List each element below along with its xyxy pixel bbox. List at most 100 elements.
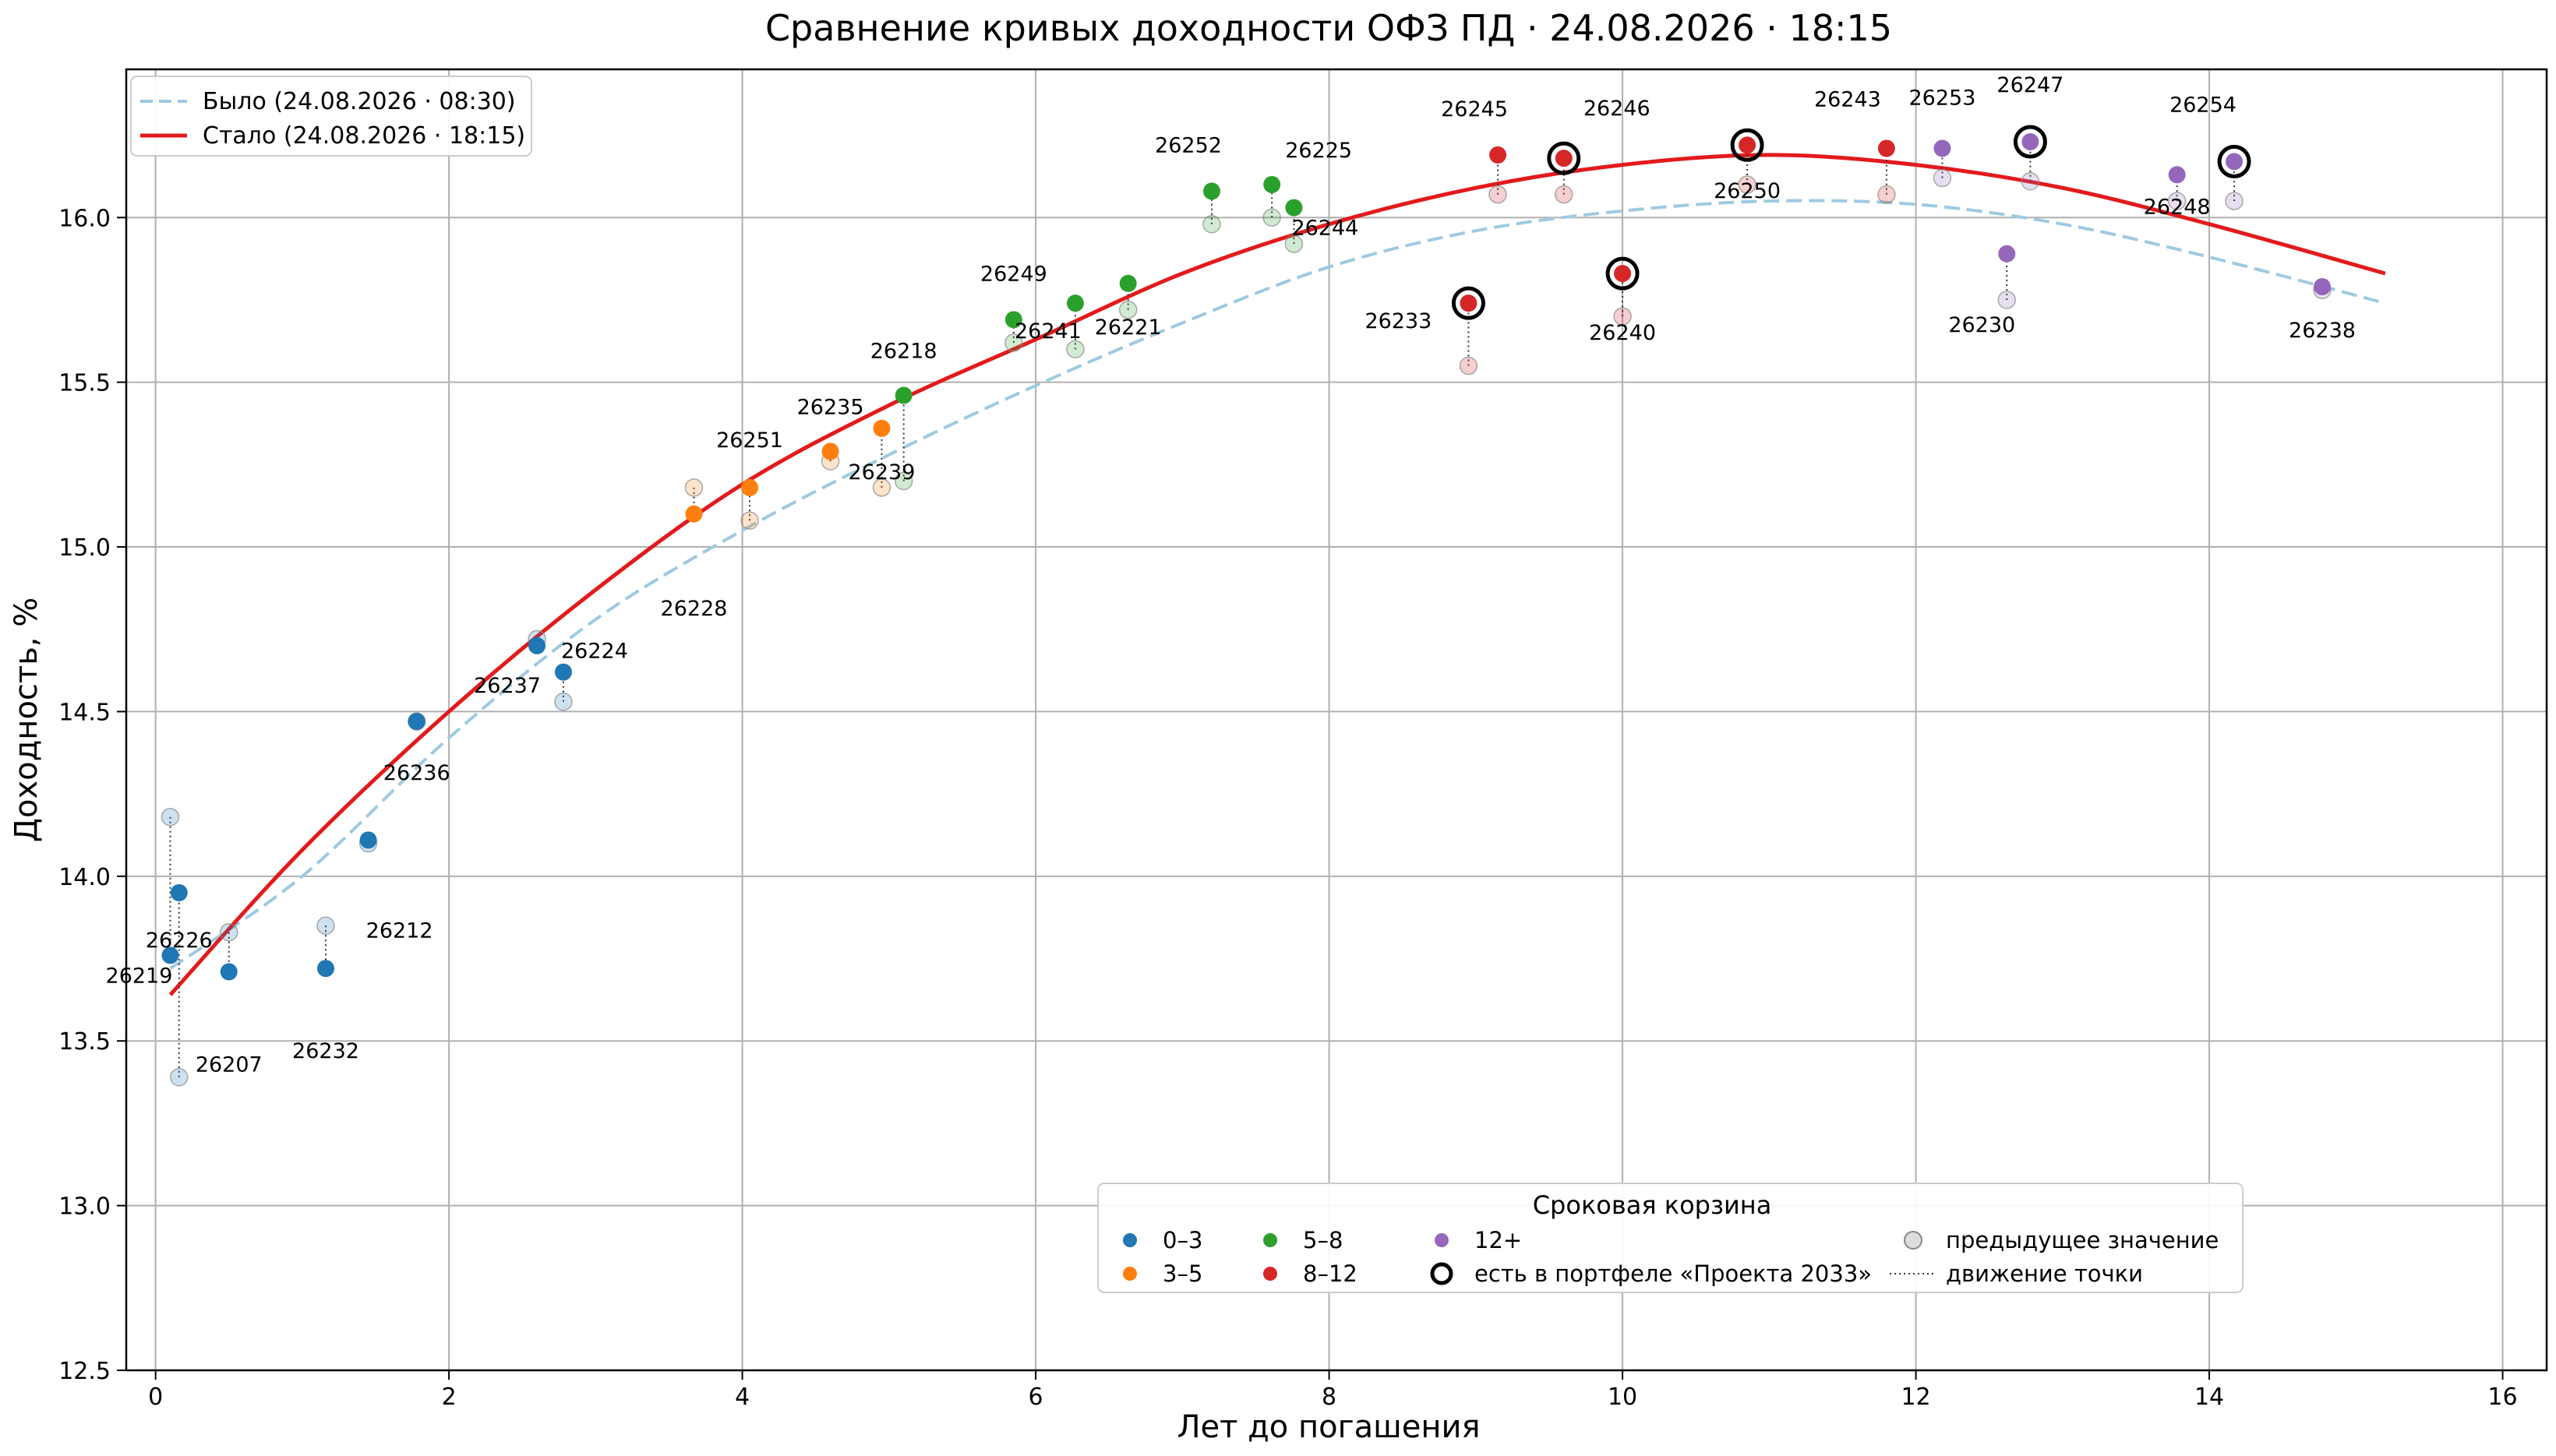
legend-label: 3–5 [1163,1260,1202,1287]
portfolio-rings-layer [1451,125,2251,320]
previous-point [1933,168,1952,188]
point-label: 26219 [106,964,173,988]
current-point [408,713,425,731]
point-label: 26239 [848,460,915,485]
point-label: 26218 [870,340,937,364]
point-label: 26226 [146,929,213,953]
point-label: 26244 [1291,217,1358,241]
point-label: 26232 [292,1039,359,1063]
previous-point [2167,192,2187,210]
chart-title: Сравнение кривых доходности ОФЗ ПД · 24.… [765,7,1892,49]
x-tick-label: 12 [1901,1384,1930,1411]
current-points-layer [161,133,2331,981]
current-point [528,636,546,654]
current-point [317,960,335,978]
current-point [2226,153,2244,171]
y-tick-label: 15.0 [58,534,111,562]
plot-area [126,69,2547,1370]
previous-point [1488,185,1507,204]
x-tick-label: 16 [2487,1384,2517,1411]
current-point [2313,278,2331,296]
legend-marker [1123,1267,1137,1281]
current-point [1614,265,1632,283]
current-point [821,442,839,460]
previous-point [1877,185,1896,204]
point-label: 26245 [1441,97,1508,122]
x-tick-label: 8 [1322,1384,1336,1411]
y-tick-label: 16.0 [58,205,111,232]
curves-layer [168,153,2386,996]
current-point [1263,175,1281,193]
point-label: 26235 [797,395,864,419]
point-label: 26247 [1996,73,2064,97]
point-label: 26238 [2289,319,2356,343]
current-point [1460,294,1477,312]
x-axis-ticks: 0 2 4 6 8 10 12 14 16 [148,1370,2518,1411]
legend-label: 0–3 [1163,1227,1202,1253]
point-label: 26249 [980,262,1047,286]
legend-label: 8–12 [1303,1260,1357,1287]
previous-point [894,471,913,491]
current-point [1202,182,1220,200]
point-label: 26230 [1948,313,2015,337]
y-axis-ticks: 12.5 13.0 13.5 14.0 14.5 15.0 15.5 16.0 [58,205,126,1385]
point-label: 26240 [1589,321,1656,345]
current-point [2168,166,2186,184]
current-point [1998,245,2016,263]
previous-point [1262,208,1281,227]
x-tick-label: 4 [735,1384,750,1411]
point-label: 26241 [1015,319,1082,344]
point-label: 26207 [196,1052,263,1077]
portfolio-ring [1547,141,1581,175]
legend-label: 12+ [1474,1227,1522,1253]
x-axis-label: Лет до погашения [1177,1409,1480,1445]
legend-label: 5–8 [1303,1227,1343,1253]
legend-marker [1904,1231,1922,1250]
current-point [1119,274,1137,292]
current-point [161,947,179,964]
point-label: 26221 [1095,316,1162,340]
legend-buckets: Сроковая корзина 0–3 3–5 5–8 8–12 12+ есть в п… [1097,1183,2244,1293]
point-label: 26237 [474,674,541,698]
current-point [1066,294,1084,312]
current-point [1555,150,1573,167]
point-label: 26252 [1155,133,1222,157]
previous-point [1613,307,1632,326]
current-point [741,478,759,496]
current-point [1739,136,1756,154]
point-label: 26236 [383,761,450,785]
y-axis-label: Доходность, % [9,598,44,842]
previous-point [1118,300,1138,319]
legend-label: движение точки [1946,1260,2143,1287]
x-tick-label: 0 [148,1384,163,1411]
portfolio-ring [1605,256,1640,291]
previous-point [554,692,573,711]
point-label: 26251 [716,428,783,453]
legend-marker [1435,1233,1449,1247]
point-label: 26253 [1908,86,1975,110]
y-tick-label: 13.5 [58,1028,111,1056]
point-label: 26250 [1714,179,1781,203]
legend-marker [1123,1233,1137,1247]
portfolio-ring [2217,144,2251,178]
legend-frame [1097,1183,2244,1293]
legend-curves: Было (24.08.2026 · 08:30) Стало (24.08.20… [130,76,532,157]
previous-point [1004,333,1023,352]
previous-point [1997,291,2017,309]
point-label: 26228 [661,597,728,621]
point-label: 26254 [2169,93,2236,117]
previous-point [161,807,180,827]
previous-point [2021,171,2040,191]
x-tick-label: 10 [1608,1384,1637,1411]
previous-point [1284,234,1304,253]
current-point [873,419,891,437]
legend-title: Сроковая корзина [1533,1190,1772,1220]
previous-point [1066,340,1085,359]
previous-point [220,922,238,942]
legend-marker [1430,1262,1453,1285]
point-label: 26233 [1364,309,1432,333]
legend-marker [1263,1267,1277,1281]
previous-point [1202,214,1221,234]
previous-point [316,916,335,935]
